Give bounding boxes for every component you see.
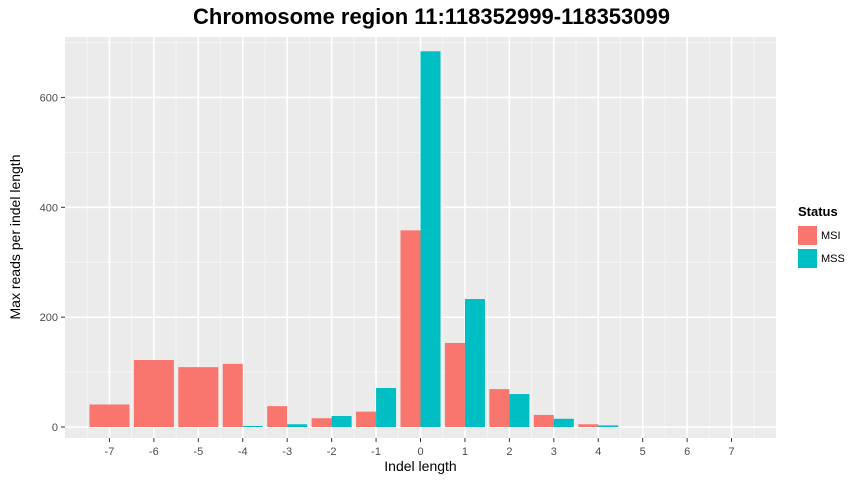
bar-mss--2 — [331, 416, 352, 428]
x-tick-label: 7 — [729, 446, 735, 458]
bar-msi--1 — [356, 411, 377, 428]
legend: Status MSI MSS — [798, 204, 845, 270]
bar-msi-4 — [578, 424, 599, 428]
legend-key-mss — [798, 249, 817, 268]
bar-mss-3 — [553, 418, 574, 428]
x-tick-label: 3 — [551, 446, 557, 458]
legend-item-msi: MSI — [798, 224, 845, 247]
x-tick-label: 1 — [462, 446, 468, 458]
legend-item-mss: MSS — [798, 247, 845, 270]
y-axis-label: Max reads per indel length — [7, 154, 23, 320]
bar-mss-1 — [464, 299, 485, 428]
bar-msi--6 — [133, 359, 174, 428]
y-tick-label: 200 — [40, 312, 58, 324]
legend-title: Status — [798, 204, 838, 219]
x-tick-label: -1 — [371, 446, 381, 458]
y-tick-label: 600 — [40, 92, 58, 104]
x-tick-label: -4 — [238, 446, 248, 458]
x-tick-label: -5 — [193, 446, 203, 458]
bar-msi--7 — [89, 404, 130, 428]
x-axis-label: Indel length — [384, 458, 457, 474]
bar-mss--1 — [376, 388, 397, 428]
y-tick-label: 0 — [52, 422, 58, 434]
bar-msi-0 — [400, 230, 421, 428]
axes: 0 200 400 600 -7 -6 -5 -4 -3 -2 -1 0 1 2 3 4 5 6 7 — [40, 92, 735, 458]
x-tick-label: 6 — [684, 446, 690, 458]
bar-msi-3 — [533, 414, 554, 428]
bar-mss--4 — [242, 425, 263, 428]
x-tick-label: 2 — [506, 446, 512, 458]
x-tick-label: -2 — [327, 446, 337, 458]
x-tick-label: -6 — [149, 446, 159, 458]
bar-msi--5 — [178, 367, 219, 428]
legend-label-msi: MSI — [821, 229, 841, 242]
bar-mss-4 — [598, 425, 619, 428]
bar-mss--3 — [287, 424, 308, 428]
bar-msi--2 — [311, 418, 332, 428]
legend-key-msi — [798, 226, 817, 245]
x-tick-label: 4 — [595, 446, 601, 458]
x-tick-label: 5 — [640, 446, 646, 458]
bar-msi-2 — [489, 389, 510, 428]
bar-mss-0 — [420, 51, 441, 428]
legend-label-mss: MSS — [821, 252, 845, 265]
bar-msi-1 — [444, 342, 465, 428]
bar-mss-2 — [509, 394, 530, 428]
bar-msi--3 — [267, 406, 288, 428]
x-tick-label: -7 — [105, 446, 115, 458]
x-tick-label: 0 — [417, 446, 423, 458]
y-tick-label: 400 — [40, 202, 58, 214]
bars — [89, 51, 619, 428]
x-tick-label: -3 — [282, 446, 292, 458]
chart-title: Chromosome region 11:118352999-118353099 — [193, 4, 670, 29]
bar-msi--4 — [222, 363, 243, 428]
